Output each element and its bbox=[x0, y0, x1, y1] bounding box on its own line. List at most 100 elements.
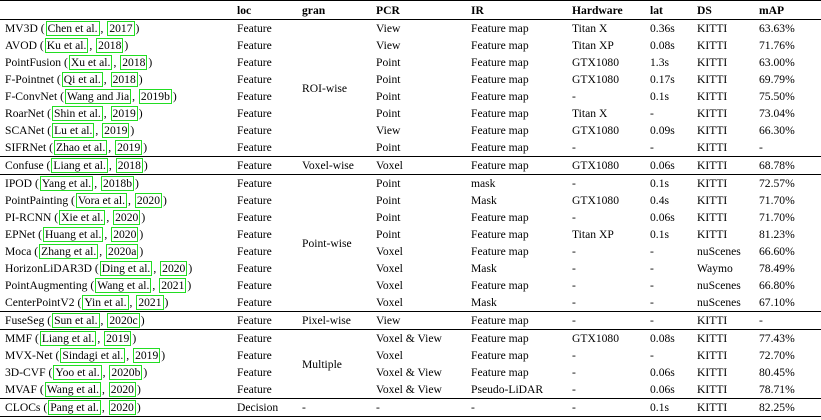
hardware-cell: - bbox=[567, 174, 645, 192]
method-cell: F-ConvNet (Wang and Jia, 2019b) bbox=[5, 89, 177, 104]
method-cell: F-Pointnet (Qi et al., 2018) bbox=[5, 72, 143, 87]
pcr-cell: Point bbox=[376, 73, 401, 86]
method-name: HorizonLiDAR3D bbox=[5, 262, 92, 275]
citation-year-link[interactable]: 2020 bbox=[160, 261, 188, 276]
table-row: HorizonLiDAR3D (Ding et al., 2020) Featur… bbox=[0, 260, 821, 277]
citation-year-link[interactable]: 2020a bbox=[106, 244, 139, 259]
citation-authors-link[interactable]: Wang et al. bbox=[95, 278, 152, 293]
map-cell: 78.49% bbox=[759, 262, 795, 275]
citation-authors-link[interactable]: Sun et al. bbox=[52, 313, 100, 328]
citation-year-link[interactable]: 2020c bbox=[107, 313, 140, 328]
citation-year-link[interactable]: 2021 bbox=[159, 278, 187, 293]
citation-authors-link[interactable]: Liang et al. bbox=[39, 331, 97, 346]
table-row: MVAF (Wang et al., 2020) Feature Voxel & V… bbox=[0, 381, 821, 399]
citation-year-link[interactable]: 2017 bbox=[107, 21, 135, 36]
citation-year-link[interactable]: 2019 bbox=[133, 348, 161, 363]
citation-authors-link[interactable]: Qi et al. bbox=[61, 72, 103, 87]
lat-cell: 0.08s bbox=[645, 329, 692, 347]
map-cell: 68.78% bbox=[754, 156, 821, 175]
method-name: SIFRNet bbox=[5, 141, 47, 154]
citation-authors-link[interactable]: Vora et al. bbox=[75, 193, 128, 208]
citation-year-link[interactable]: 2019 bbox=[102, 123, 130, 138]
hardware-cell: GTX1080 bbox=[567, 329, 645, 347]
ir-cell: Feature map bbox=[466, 311, 567, 330]
citation-authors-link[interactable]: Xie et al. bbox=[59, 210, 106, 225]
hardware-cell: GTX1080 bbox=[572, 194, 620, 207]
table-row: SCANet (Lu et al., 2019) Feature View Featu… bbox=[0, 122, 821, 139]
hardware-cell: - bbox=[572, 349, 576, 362]
citation-authors-link[interactable]: Yin et al. bbox=[82, 295, 129, 310]
ir-cell: Feature map bbox=[471, 279, 529, 292]
citation-year-link[interactable]: 2018b bbox=[101, 176, 134, 191]
lat-cell: 0.4s bbox=[650, 194, 670, 207]
citation-authors-link[interactable]: Huang et al. bbox=[43, 227, 104, 242]
citation-year-link[interactable]: 2018 bbox=[110, 72, 138, 87]
table-body: MV3D (Chen et al., 2017) Feature ROI-wise V… bbox=[0, 19, 821, 417]
map-cell: 78.71% bbox=[759, 383, 795, 396]
hardware-cell: - bbox=[572, 90, 576, 103]
loc-cell: Feature bbox=[237, 73, 272, 86]
citation-year-link[interactable]: 2019 bbox=[110, 106, 138, 121]
pcr-cell: Voxel bbox=[376, 279, 403, 292]
ds-cell: KITTI bbox=[692, 174, 754, 192]
loc-cell: Feature bbox=[237, 366, 272, 379]
table-row: SIFRNet (Zhao et al., 2019) Feature Point F… bbox=[0, 139, 821, 157]
citation-authors-link[interactable]: Zhang et al. bbox=[39, 244, 99, 259]
citation-authors-link[interactable]: Zhao et al. bbox=[54, 140, 108, 155]
ir-cell: Feature map bbox=[471, 211, 529, 224]
citation-year-link[interactable]: 2020 bbox=[108, 382, 136, 397]
table-row: AVOD (Ku et al., 2018) Feature View Feature… bbox=[0, 37, 821, 54]
table-row: 3D-CVF (Yoo et al., 2020b) Feature Voxel &… bbox=[0, 364, 821, 381]
citation-authors-link[interactable]: Chen et al. bbox=[45, 21, 100, 36]
citation-year-link[interactable]: 2020 bbox=[113, 210, 141, 225]
map-cell: 71.76% bbox=[759, 39, 795, 52]
method-cell: MVAF (Wang et al., 2020) bbox=[5, 382, 141, 397]
ds-cell: Waymo bbox=[697, 262, 733, 275]
table-row: PointFusion (Xu et al., 2018) Feature Poin… bbox=[0, 54, 821, 71]
citation-authors-link[interactable]: Wang and Jia bbox=[64, 89, 132, 104]
ir-cell: Feature map bbox=[471, 56, 529, 69]
citation-year-link[interactable]: 2019b bbox=[138, 89, 172, 104]
citation-authors-link[interactable]: Yang et al. bbox=[39, 176, 94, 191]
citation-authors-link[interactable]: Yoo et al. bbox=[53, 365, 102, 380]
method-name: PointFusion bbox=[5, 56, 62, 69]
citation-year-link[interactable]: 2019 bbox=[104, 331, 132, 346]
header-ds: DS bbox=[692, 0, 754, 20]
pcr-cell: View bbox=[371, 311, 466, 330]
map-cell: 73.04% bbox=[759, 107, 795, 120]
citation-authors-link[interactable]: Pang et al. bbox=[48, 400, 101, 415]
header-ir: IR bbox=[466, 0, 567, 20]
map-cell: 66.30% bbox=[759, 124, 795, 137]
ds-cell: KITTI bbox=[697, 141, 728, 154]
citation-year-link[interactable]: 2018 bbox=[120, 55, 148, 70]
citation-year-link[interactable]: 2018 bbox=[115, 158, 143, 173]
citation-authors-link[interactable]: Sindagi et al. bbox=[60, 348, 126, 363]
citation-authors-link[interactable]: Ding et al. bbox=[99, 261, 153, 276]
citation-year-link[interactable]: 2021 bbox=[136, 295, 164, 310]
citation-year-link[interactable]: 2018 bbox=[96, 38, 124, 53]
method-name: MVX-Net bbox=[5, 349, 53, 362]
lat-cell: 0.36s bbox=[645, 19, 692, 37]
citation-authors-link[interactable]: Ku et al. bbox=[44, 38, 89, 53]
loc-cell: Feature bbox=[237, 228, 272, 241]
citation-authors-link[interactable]: Lu et al. bbox=[52, 123, 95, 138]
citation-year-link[interactable]: 2019 bbox=[115, 140, 143, 155]
header-hardware: Hardware bbox=[567, 0, 645, 20]
method-name: F-ConvNet bbox=[5, 90, 58, 103]
citation-year-link[interactable]: 2020 bbox=[111, 227, 139, 242]
ds-cell: KITTI bbox=[692, 19, 754, 37]
map-cell: 77.43% bbox=[754, 329, 821, 347]
citation-authors-link[interactable]: Liang et al. bbox=[51, 158, 108, 173]
method-cell: SIFRNet (Zhao et al., 2019) bbox=[5, 140, 148, 155]
citation-authors-link[interactable]: Xu et al. bbox=[68, 55, 113, 70]
method-cell: AVOD (Ku et al., 2018) bbox=[5, 38, 129, 53]
ds-cell: nuScenes bbox=[697, 296, 741, 309]
header-method bbox=[0, 0, 232, 20]
citation-authors-link[interactable]: Shin et al. bbox=[52, 106, 103, 121]
citation-year-link[interactable]: 2020b bbox=[109, 365, 143, 380]
citation-year-link[interactable]: 2020 bbox=[108, 400, 136, 415]
citation-year-link[interactable]: 2020 bbox=[134, 193, 163, 208]
citation-authors-link[interactable]: Wang et al. bbox=[44, 382, 101, 397]
method-cell: PI-RCNN (Xie et al., 2020) bbox=[5, 210, 146, 225]
gran-cell: ROI-wise bbox=[297, 19, 371, 157]
